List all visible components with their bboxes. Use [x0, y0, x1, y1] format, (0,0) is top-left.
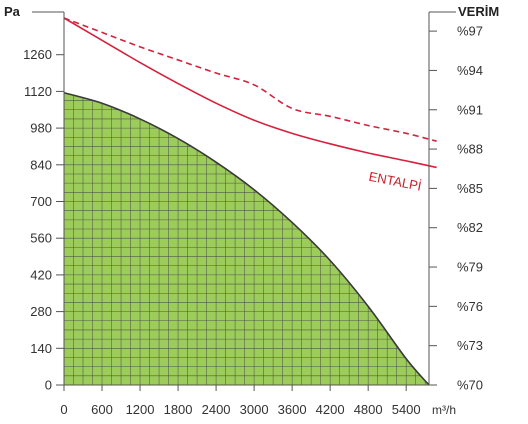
x-tick-label: 3600 [278, 402, 307, 417]
y-right-tick-label: %82 [457, 220, 483, 235]
x-axis-unit: m³/h [432, 403, 456, 417]
y-left-tick-label: 700 [30, 194, 52, 209]
grid [64, 92, 429, 386]
y-axis-left-title: Pa [4, 4, 21, 19]
y-right-tick-label: %97 [457, 24, 483, 39]
y-right-tick-label: %88 [457, 142, 483, 157]
y-left-tick-label: 280 [30, 304, 52, 319]
y-left-tick-label: 0 [45, 378, 52, 393]
entalpi-label: ENTALPİ [368, 169, 423, 194]
y-left-tick-label: 1120 [24, 84, 52, 99]
grid-clip-group [64, 92, 429, 386]
y-left-tick-label: 840 [30, 157, 52, 172]
y-right-tick-label: %70 [457, 378, 483, 393]
y-left-tick-label: 1260 [23, 47, 52, 62]
axes [32, 11, 456, 391]
x-tick-label: 4800 [354, 402, 383, 417]
efficiency-curve-dashed [63, 17, 437, 142]
y-right-tick-label: %94 [457, 63, 483, 78]
x-tick-label: 1800 [164, 402, 193, 417]
y-right-tick-label: %91 [457, 102, 483, 117]
y-right-tick-label: %79 [457, 260, 483, 275]
x-tick-label: 5400 [392, 402, 421, 417]
pressure-curve [63, 91, 430, 386]
x-tick-label: 1200 [126, 402, 155, 417]
tick-labels: 0 140 280 420 560 700 840 980 1120 1260 %70 %73 %76%… [23, 24, 483, 417]
y-left-tick-label: 980 [30, 121, 52, 136]
y-right-tick-label: %85 [457, 181, 483, 196]
y-axis-right-title: VERİM [458, 4, 499, 19]
x-tick-label: 0 [60, 402, 67, 417]
y-right-tick-label: %73 [457, 338, 483, 353]
x-tick-label: 600 [91, 402, 113, 417]
y-left-tick-label: 140 [30, 341, 52, 356]
pressure-area [64, 92, 429, 386]
x-tick-label: 3000 [240, 402, 269, 417]
y-right-tick-label: %76 [457, 299, 483, 314]
y-left-tick-label: 560 [30, 231, 52, 246]
pressure-area-layer [64, 92, 429, 386]
efficiency-curve-entalpi [63, 17, 437, 169]
x-tick-label: 4200 [316, 402, 345, 417]
y-left-tick-label: 420 [30, 267, 52, 282]
x-tick-label: 2400 [202, 402, 231, 417]
